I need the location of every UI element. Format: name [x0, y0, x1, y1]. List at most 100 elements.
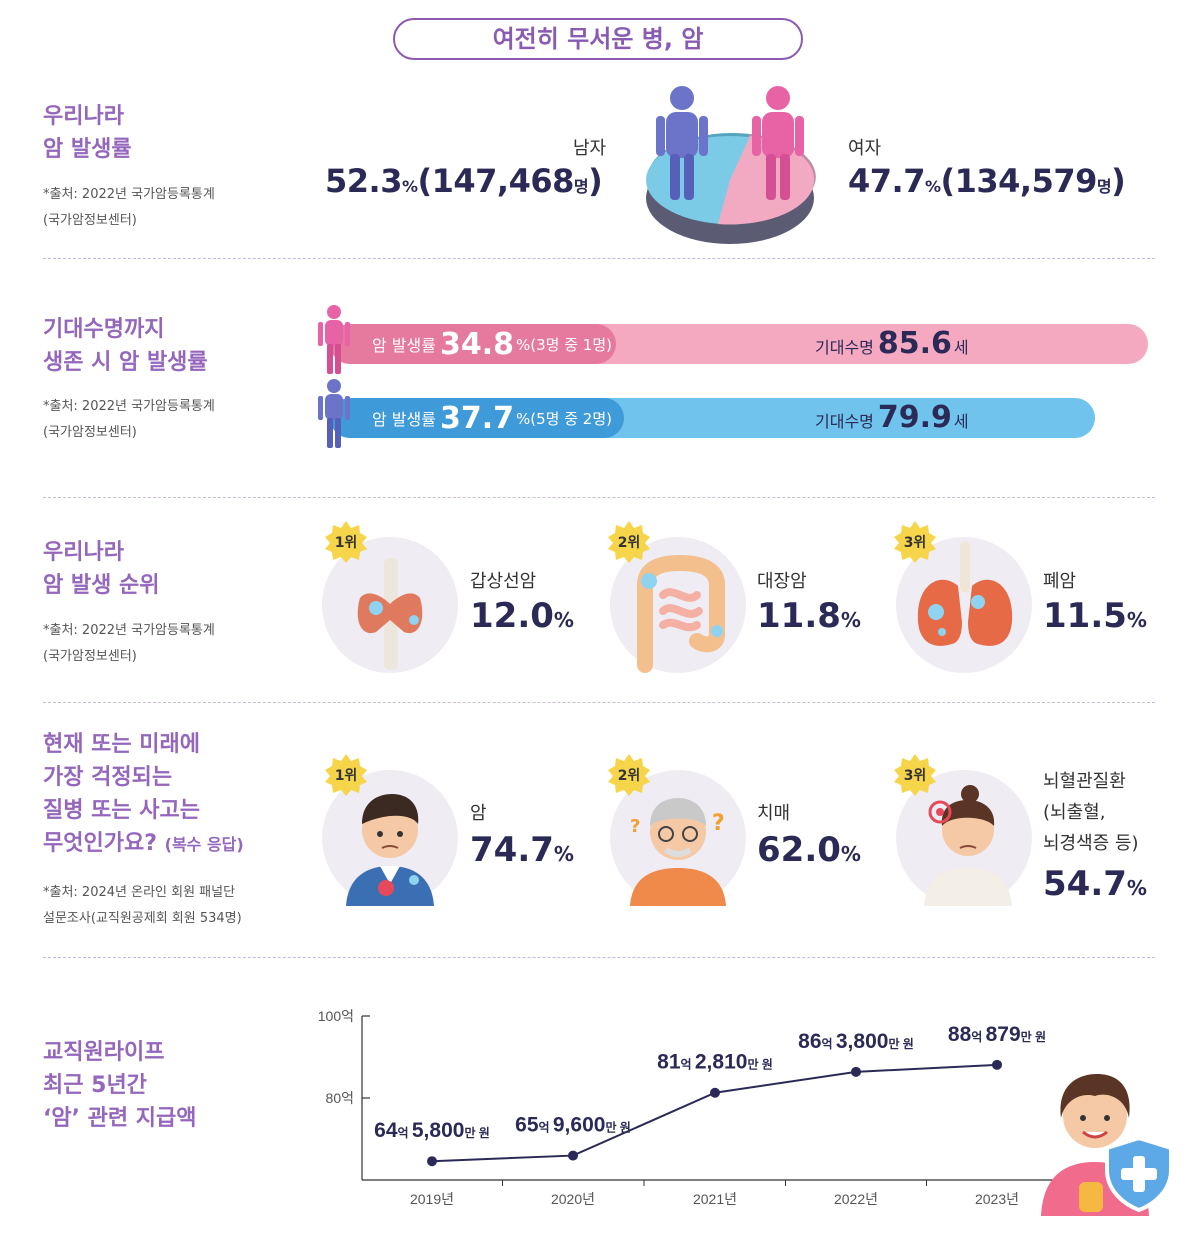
rank3-value-wrap: 11.5%: [1043, 596, 1147, 636]
female-inc-sub: %(3명 중 1명): [516, 335, 612, 354]
svg-text:?: ?: [712, 811, 725, 836]
rank2-name: 대장암: [757, 571, 807, 592]
data-point: [851, 1066, 861, 1077]
male-life-label: 기대수명: [815, 412, 874, 431]
female-life-unit: 세: [953, 338, 969, 357]
rank-badge: 1위: [325, 521, 367, 563]
female-inc-label: 암 발생률: [372, 336, 436, 355]
worry1-value-wrap: 74.7%: [470, 830, 574, 870]
data-point: [992, 1059, 1002, 1070]
x-tick-label: 2019년: [410, 1191, 454, 1207]
section-divider: [43, 957, 1155, 958]
data-label: 88억 879만 원: [948, 1023, 1046, 1046]
female-inc-value: 34.8: [439, 326, 514, 362]
rank-badge-text: 3위: [904, 768, 927, 784]
female-small-icon: [318, 305, 350, 374]
male-life-unit: 세: [953, 412, 969, 431]
male-pct-unit: %: [401, 177, 418, 196]
worries-source: *출처: 2024년 온라인 회원 패널단 설문조사(교직원공제회 회원 534…: [43, 885, 242, 926]
male-figure-icon: [656, 86, 708, 200]
rank1-value-wrap: 12.0%: [470, 596, 574, 636]
worry2-unit: %: [840, 842, 861, 866]
female-count-unit: 명: [1096, 177, 1112, 196]
life-title: 기대수명까지 생존 시 암 발생률: [43, 317, 208, 375]
x-tick-label: 2021년: [693, 1191, 737, 1207]
rank1-name: 갑상선암: [470, 571, 537, 592]
rank1-unit: %: [553, 608, 574, 632]
rank2-value: 11.8: [757, 596, 841, 636]
worry2-value: 62.0: [757, 830, 841, 870]
male-inc-value: 37.7: [439, 400, 514, 436]
data-label: 86억 3,800만 원: [798, 1030, 914, 1053]
headache-woman-icon: [924, 785, 1012, 906]
rank-badge: 2위: [608, 754, 650, 796]
rank-badge: 3위: [894, 754, 936, 796]
y-tick-label: 80억: [326, 1090, 354, 1106]
rank1-value: 12.0: [470, 596, 554, 636]
female-incidence-bar: 암 발생률 34.8 %(3명 중 1명): [330, 324, 616, 364]
x-tick-label: 2022년: [834, 1191, 878, 1207]
woman-shield-icon: [1041, 1074, 1173, 1216]
rank-badge-text: 1위: [335, 535, 358, 551]
female-life-value: 85.6: [877, 326, 952, 361]
x-tick-label: 2023년: [975, 1191, 1019, 1207]
worry1-name: 암: [470, 803, 487, 824]
thyroid-icon: [357, 558, 423, 670]
female-figure-icon: [752, 86, 804, 200]
data-point: [427, 1156, 437, 1167]
male-life: 기대수명 79.9 세: [815, 400, 969, 435]
life-source: *출처: 2022년 국가암등록통계 (국가암정보센터): [43, 399, 215, 440]
male-count: (147,468: [417, 162, 574, 200]
male-inc-sub: %(5명 중 2명): [516, 409, 612, 428]
payout-line-chart: 100억 80억 2019년 2020년 2021년 2022년 2023년 64억 5,8…: [318, 1008, 1070, 1207]
payout-title: 교직원라이프 최근 5년간 ‘암’ 관련 지급액: [43, 1040, 197, 1131]
rank2-unit: %: [840, 608, 861, 632]
female-count: (134,579: [940, 162, 1097, 200]
worry1-unit: %: [553, 842, 574, 866]
rank-badge-text: 2위: [618, 768, 641, 784]
female-pct-unit: %: [924, 177, 941, 196]
rank3-value: 11.5: [1043, 596, 1127, 636]
data-label: 81억 2,810만 원: [657, 1051, 773, 1074]
female-label: 여자: [848, 138, 882, 159]
male-label: 남자: [573, 138, 607, 159]
confused-elder-icon: ? ?: [630, 798, 726, 906]
section-divider: [43, 258, 1155, 259]
data-label: 64억 5,800만 원: [374, 1119, 490, 1142]
x-tick-label: 2020년: [551, 1191, 595, 1207]
male-incidence-bar: 암 발생률 37.7 %(5명 중 2명): [330, 398, 624, 438]
worries-title: 현재 또는 미래에 가장 걱정되는 질병 또는 사고는 무엇인가요? (복수 응…: [43, 728, 313, 861]
data-label: 65억 9,600만 원: [515, 1114, 631, 1137]
male-pct: 52.3: [325, 162, 402, 200]
rank2-value-wrap: 11.8%: [757, 596, 861, 636]
female-pct: 47.7: [848, 162, 925, 200]
rank-badge: 3위: [894, 521, 936, 563]
female-life-label: 기대수명: [815, 338, 874, 357]
male-life-value: 79.9: [877, 400, 952, 435]
rank-badge-text: 2위: [618, 535, 641, 551]
male-inc-label: 암 발생률: [372, 410, 436, 429]
page-title: 여전히 무서운 병, 암: [393, 18, 803, 60]
worry3-value-wrap: 54.7%: [1043, 864, 1147, 904]
worries-title-text: 현재 또는 미래에 가장 걱정되는 질병 또는 사고는 무엇인가요?: [43, 732, 200, 856]
lung-icon: [917, 542, 1013, 646]
female-close: ): [1111, 162, 1126, 200]
colon-icon: [637, 555, 725, 673]
male-count-unit: 명: [573, 177, 589, 196]
sick-man-icon: [346, 794, 434, 906]
rank-badge: 1위: [325, 754, 367, 796]
worries-title-note: (복수 응답): [164, 835, 244, 854]
svg-text:?: ?: [630, 816, 640, 837]
rank-badge: 2위: [608, 521, 650, 563]
y-tick-label: 100억: [318, 1008, 354, 1024]
female-life: 기대수명 85.6 세: [815, 326, 969, 361]
rank-title: 우리나라 암 발생 순위: [43, 540, 160, 598]
rank-badge-text: 1위: [335, 768, 358, 784]
data-point: [710, 1087, 720, 1098]
worry1-value: 74.7: [470, 830, 554, 870]
worry2-name: 치매: [757, 803, 791, 824]
worry3-unit: %: [1126, 876, 1147, 900]
male-small-icon: [318, 379, 350, 448]
rank3-unit: %: [1126, 608, 1147, 632]
female-stat: 47.7%(134,579명): [848, 162, 1126, 200]
